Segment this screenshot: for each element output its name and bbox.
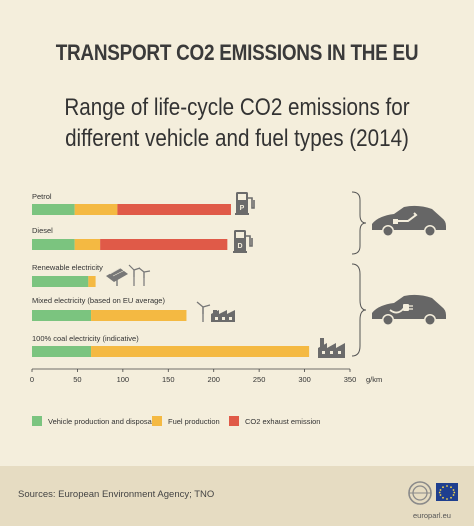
legend-swatch bbox=[152, 416, 162, 426]
bar-segment bbox=[32, 276, 89, 287]
x-tick-label: 150 bbox=[162, 375, 175, 384]
factory-icon bbox=[318, 338, 345, 358]
main-title: TRANSPORT CO2 EMISSIONS IN THE EU bbox=[55, 40, 419, 65]
svg-text:D: D bbox=[237, 243, 242, 250]
row-label: Petrol bbox=[32, 192, 52, 201]
subtitle-line-2: different vehicle and fuel types (2014) bbox=[65, 125, 409, 152]
legend-swatch bbox=[229, 416, 239, 426]
solar-wind-icon bbox=[106, 264, 151, 286]
x-tick-label: 0 bbox=[30, 375, 34, 384]
fuel-pump-p-icon: P bbox=[235, 192, 255, 215]
x-tick-label: 250 bbox=[253, 375, 266, 384]
x-tick-label: 200 bbox=[207, 375, 220, 384]
combustion-bracket bbox=[351, 191, 367, 255]
emissions-chart: Petrol Diesel Renewable electricity Mixed e… bbox=[30, 191, 446, 426]
fuel-pump-d-icon: D bbox=[233, 230, 253, 253]
bar-segment bbox=[32, 239, 75, 250]
subtitle-line-1: Range of life-cycle CO2 emissions for bbox=[64, 94, 410, 121]
bar-segment bbox=[32, 204, 75, 215]
svg-text:P: P bbox=[240, 205, 245, 212]
legend: Vehicle production and disposal Fuel prod… bbox=[32, 416, 320, 426]
bar-segment bbox=[88, 276, 96, 287]
bar-segment bbox=[32, 310, 92, 321]
source-note: Sources: European Environment Agency; TN… bbox=[18, 489, 215, 500]
legend-label: Vehicle production and disposal bbox=[48, 417, 154, 426]
bar-segment bbox=[32, 346, 92, 357]
bar-group: Petrol Diesel Renewable electricity Mixed e… bbox=[32, 192, 310, 357]
combustion-car-icon bbox=[372, 205, 446, 237]
bar-segment bbox=[100, 239, 228, 250]
bar-segment bbox=[74, 204, 118, 215]
x-unit-label: g/km bbox=[366, 375, 382, 384]
row-label: 100% coal electricity (indicative) bbox=[32, 334, 139, 343]
chart-subtitle: Range of life-cycle CO2 emissions for di… bbox=[33, 92, 441, 154]
x-tick-label: 100 bbox=[117, 375, 130, 384]
electric-bracket bbox=[351, 263, 367, 357]
bar-segment bbox=[91, 310, 187, 321]
x-tick-label: 350 bbox=[344, 375, 357, 384]
legend-swatch bbox=[32, 416, 42, 426]
bar-segment bbox=[91, 346, 310, 357]
row-label: Renewable electricity bbox=[32, 263, 103, 272]
electric-car-icon bbox=[372, 294, 446, 326]
x-tick-label: 300 bbox=[298, 375, 311, 384]
row-label: Diesel bbox=[32, 226, 53, 235]
footer-band bbox=[0, 466, 474, 526]
legend-label: CO2 exhaust emission bbox=[245, 417, 320, 426]
wind-factory-icon bbox=[196, 301, 235, 322]
bar-segment bbox=[74, 239, 101, 250]
legend-label: Fuel production bbox=[168, 417, 220, 426]
bar-segment bbox=[117, 204, 231, 215]
parliament-logo-icon bbox=[408, 481, 458, 505]
x-axis: 0 50 100 150 200 250 300 350 g/km bbox=[30, 368, 382, 384]
footer-url: europarl.eu bbox=[413, 511, 451, 520]
x-tick-label: 50 bbox=[73, 375, 81, 384]
row-label: Mixed electricity (based on EU average) bbox=[32, 296, 165, 305]
